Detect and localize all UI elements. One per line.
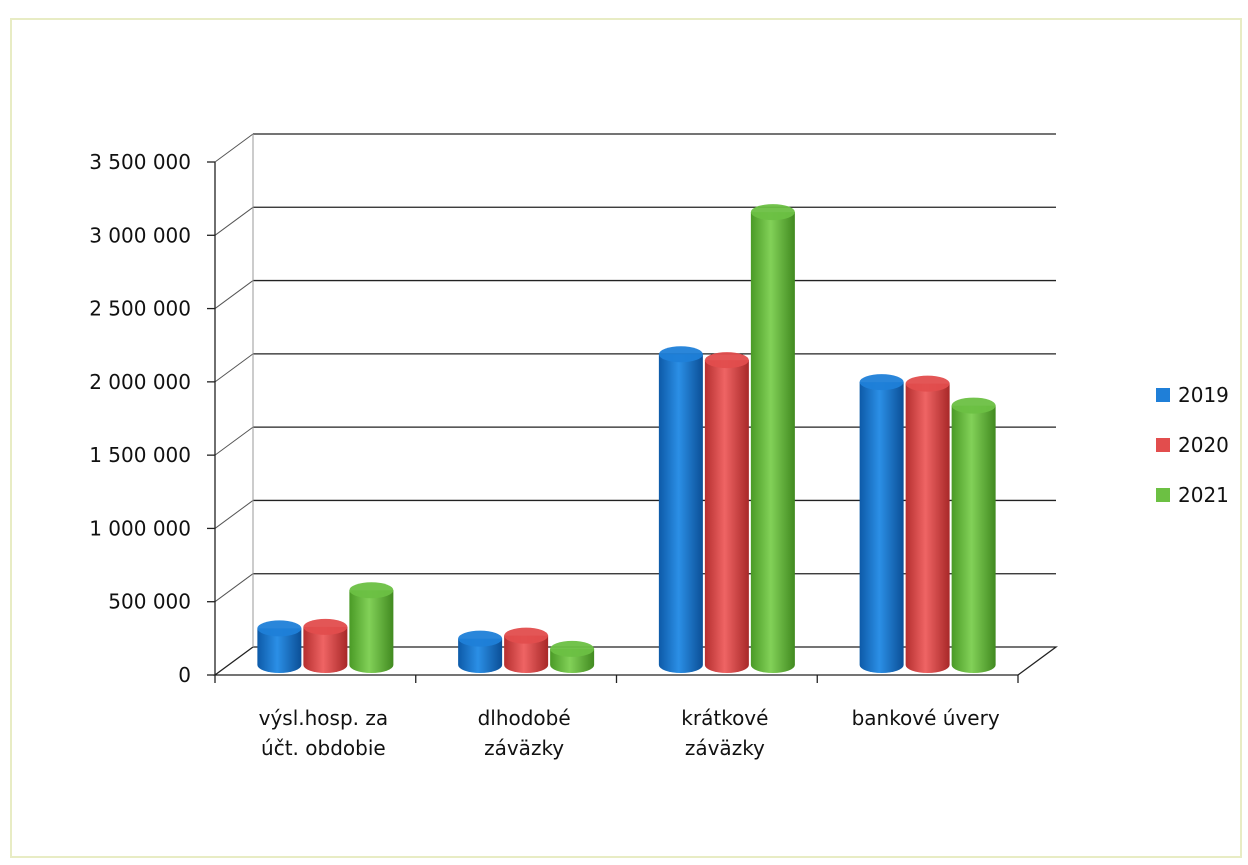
bar-2020: [704, 352, 749, 673]
bar-top: [704, 352, 749, 369]
y-tick-label: 500 000: [108, 590, 191, 614]
wall-tick-line: [214, 133, 254, 163]
bar-top: [951, 397, 996, 414]
wall-tick-line: [214, 206, 254, 236]
legend-label-2021: 2021: [1178, 483, 1229, 507]
y-tick-label: 0: [178, 663, 191, 687]
bar-2021: [550, 640, 595, 673]
wall-tick-line: [214, 500, 254, 529]
bar-top: [349, 582, 394, 599]
legend: 2019 2020 2021: [1156, 383, 1229, 507]
wall-tick-line: [214, 426, 254, 456]
bar-2019: [658, 346, 703, 673]
legend-label-2020: 2020: [1178, 433, 1229, 457]
bar-2019: [458, 630, 503, 673]
bar-body: [257, 628, 302, 673]
bar-2021: [750, 204, 795, 673]
wall-tick-line: [214, 573, 254, 603]
bar-body: [704, 360, 749, 673]
bar-body: [458, 638, 503, 673]
y-tick-label: 1 000 000: [89, 516, 191, 540]
legend-swatch-2019: [1156, 388, 1170, 402]
axis-layer: [207, 134, 1058, 683]
chart-floor: [213, 646, 1058, 676]
bar-2020: [303, 618, 348, 673]
legend-swatch-2020: [1156, 438, 1170, 452]
bar-top: [550, 640, 595, 657]
bar-top: [750, 204, 795, 221]
wall-tick-line: [214, 353, 254, 383]
bar-top: [504, 627, 549, 644]
legend-swatch-2021: [1156, 488, 1170, 502]
bar-body: [859, 382, 904, 673]
bar-body: [905, 383, 950, 673]
bar-body: [658, 354, 703, 673]
y-tick-label: 3 500 000: [89, 150, 191, 174]
bar-body: [750, 212, 795, 673]
x-category-label: bankové úvery: [852, 706, 1000, 730]
legend-label-2019: 2019: [1178, 383, 1229, 407]
bar-2019: [859, 374, 904, 673]
bar-body: [349, 590, 394, 673]
bar-2021: [951, 397, 996, 673]
bar-2021: [349, 582, 394, 673]
bar-2020: [905, 375, 950, 673]
y-tick-label: 1 500 000: [89, 443, 191, 467]
bar-top: [658, 346, 703, 363]
x-category-label: krátkové záväzky: [681, 706, 768, 760]
bar-body: [951, 405, 996, 673]
bar-top: [458, 630, 503, 647]
bar-top: [859, 374, 904, 391]
bar-2020: [504, 627, 549, 673]
y-tick-label: 2 000 000: [89, 370, 191, 394]
bar-top: [257, 620, 302, 637]
bar-top: [303, 618, 348, 635]
y-tick-label: 3 000 000: [89, 223, 191, 247]
x-category-label: dlhodobé záväzky: [478, 706, 571, 760]
y-tick-label: 2 500 000: [89, 297, 191, 321]
bar-2019: [257, 620, 302, 673]
bars-layer: [257, 204, 996, 673]
bar-body: [303, 626, 348, 673]
wall-tick-line: [214, 280, 254, 309]
labels-layer: 0 500 000 1 000 000 1 500 000 2 000 000 2 500…: [89, 150, 1000, 760]
bar-body: [504, 635, 549, 673]
x-category-label: výsl.hosp. za účt. obdobie: [259, 706, 389, 760]
bar-top: [905, 375, 950, 392]
